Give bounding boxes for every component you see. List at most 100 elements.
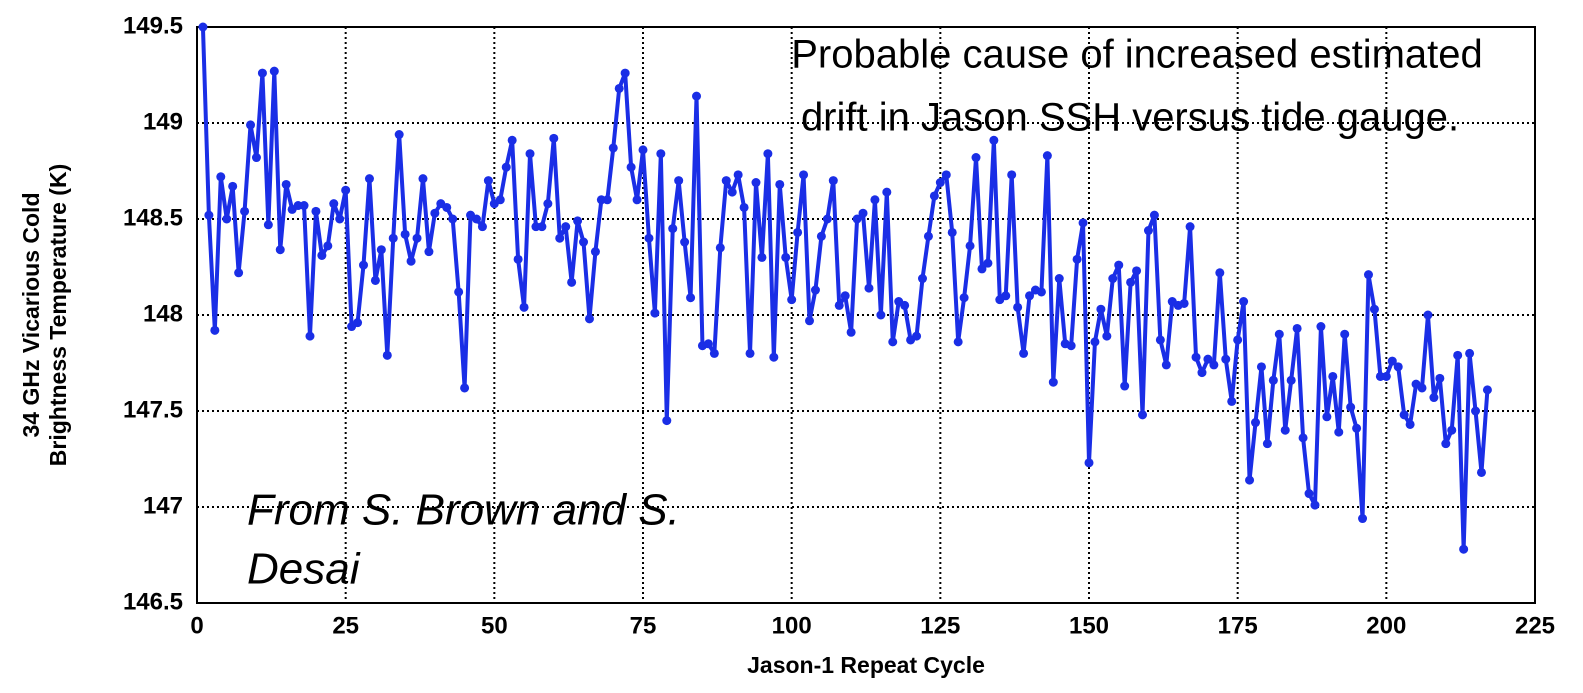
data-point	[1393, 362, 1403, 372]
data-point	[1346, 402, 1356, 412]
data-point	[305, 331, 315, 341]
data-point	[638, 145, 648, 155]
data-point	[370, 275, 380, 285]
data-point	[1363, 270, 1373, 280]
data-point	[584, 314, 594, 324]
data-point	[805, 316, 815, 326]
data-point	[953, 337, 963, 347]
data-point	[549, 133, 559, 143]
data-point	[1304, 489, 1314, 499]
data-point	[210, 325, 220, 335]
data-point	[1138, 410, 1148, 420]
data-point	[852, 214, 862, 224]
data-point	[317, 250, 327, 260]
data-point	[1328, 371, 1338, 381]
data-point	[543, 199, 553, 209]
data-point	[1066, 341, 1076, 351]
data-point	[1286, 375, 1296, 385]
data-point	[1042, 151, 1052, 161]
data-point	[1334, 427, 1344, 437]
data-point	[941, 170, 951, 180]
data-point	[501, 162, 511, 172]
data-point	[1143, 226, 1153, 236]
data-point	[1096, 304, 1106, 314]
data-point	[757, 252, 767, 262]
data-point	[1149, 210, 1159, 220]
data-point	[525, 149, 535, 159]
data-point	[834, 300, 844, 310]
data-point	[923, 231, 933, 241]
data-point	[1114, 260, 1124, 270]
data-point	[1227, 396, 1237, 406]
data-point	[703, 339, 713, 349]
data-point	[721, 176, 731, 186]
data-point	[353, 318, 363, 328]
x-tick-label: 75	[630, 612, 657, 639]
data-point	[1447, 425, 1457, 435]
data-point	[840, 291, 850, 301]
data-point	[1459, 544, 1469, 554]
data-point	[1352, 423, 1362, 433]
data-point	[1316, 322, 1326, 332]
data-point	[1245, 475, 1255, 485]
data-point	[989, 135, 999, 145]
data-point	[1435, 373, 1445, 383]
data-point	[751, 178, 761, 188]
data-point	[1482, 385, 1492, 395]
data-point	[323, 241, 333, 251]
data-point	[1292, 323, 1302, 333]
data-point	[1340, 329, 1350, 339]
data-point	[971, 153, 981, 163]
data-point	[686, 293, 696, 303]
data-point	[810, 285, 820, 295]
data-point	[495, 195, 505, 205]
data-point	[888, 337, 898, 347]
x-axis-label: Jason-1 Repeat Cycle	[747, 652, 985, 678]
data-point	[763, 149, 773, 159]
data-point	[1126, 277, 1136, 287]
data-point	[1072, 254, 1082, 264]
data-point	[799, 170, 809, 180]
data-point	[1108, 274, 1118, 284]
data-point	[216, 172, 226, 182]
data-point	[275, 245, 285, 255]
y-tick-label: 148	[143, 300, 183, 327]
data-point	[311, 206, 321, 216]
x-tick-label: 225	[1515, 612, 1555, 639]
data-point	[1036, 287, 1046, 297]
data-point	[573, 216, 583, 226]
data-point	[257, 68, 267, 78]
data-point	[1268, 375, 1278, 385]
x-tick-label: 100	[772, 612, 812, 639]
data-point	[1132, 266, 1142, 276]
data-point	[733, 170, 743, 180]
data-point	[299, 201, 309, 211]
data-point	[1179, 298, 1189, 308]
data-point	[787, 295, 797, 305]
data-point	[269, 66, 279, 76]
data-point	[858, 208, 868, 218]
y-tick-label: 147.5	[123, 396, 183, 423]
data-point	[1251, 418, 1261, 428]
data-point	[1215, 268, 1225, 278]
data-point	[1465, 348, 1475, 358]
data-point	[822, 214, 832, 224]
data-point	[662, 416, 672, 426]
y-axis-label: 34 GHz Vicarious Cold	[18, 193, 44, 438]
y-tick-label: 146.5	[123, 588, 183, 615]
x-tick-label: 50	[481, 612, 508, 639]
data-point	[483, 176, 493, 186]
data-point	[870, 195, 880, 205]
data-point	[1084, 458, 1094, 468]
data-point	[656, 149, 666, 159]
data-point	[1453, 350, 1463, 360]
x-tick-label: 175	[1218, 612, 1258, 639]
data-point	[1256, 362, 1266, 372]
data-point	[1197, 368, 1207, 378]
data-point	[1019, 348, 1029, 358]
annotation: From S. Brown and S.	[247, 486, 680, 535]
annotation: Desai	[247, 545, 361, 594]
data-point	[1369, 304, 1379, 314]
x-tick-label: 150	[1069, 612, 1109, 639]
data-point	[1191, 352, 1201, 362]
